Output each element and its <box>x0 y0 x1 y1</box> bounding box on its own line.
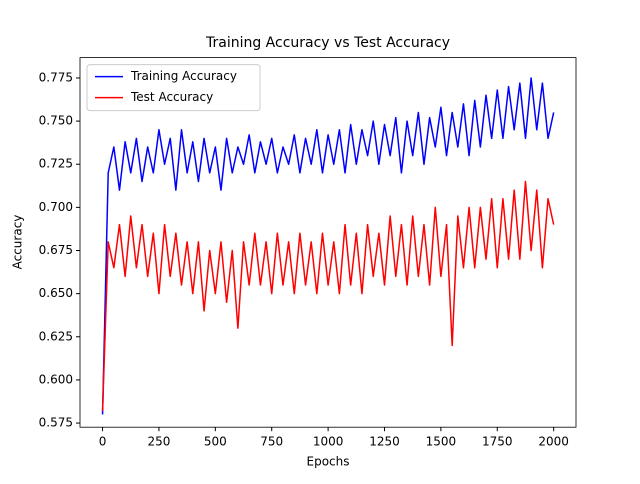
y-tick-label: 0.600 <box>39 372 73 386</box>
y-tick-label: 0.575 <box>39 416 73 430</box>
y-tick-label: 0.775 <box>39 70 73 84</box>
legend-label: Training Accuracy <box>130 69 237 83</box>
x-axis-label: Epochs <box>307 455 350 469</box>
y-tick-label: 0.700 <box>39 200 73 214</box>
data-line <box>101 180 555 412</box>
chart-title: Training Accuracy vs Test Accuracy <box>205 35 450 51</box>
x-tick-label: 0 <box>99 435 107 449</box>
x-tick-label: 1000 <box>313 435 344 449</box>
y-tick-label: 0.675 <box>39 243 73 257</box>
x-tick-label: 1250 <box>369 435 400 449</box>
legend-label: Test Accuracy <box>130 90 213 104</box>
x-tick-label: 750 <box>260 435 283 449</box>
legend-box <box>86 64 261 112</box>
x-tick-label: 1750 <box>482 435 513 449</box>
x-tick-label: 250 <box>147 435 170 449</box>
y-tick-label: 0.625 <box>39 329 73 343</box>
x-tick-label: 2000 <box>538 435 569 449</box>
data-line <box>101 77 555 415</box>
y-tick-label: 0.750 <box>39 114 73 128</box>
x-tick-label: 500 <box>204 435 227 449</box>
y-tick-label: 0.650 <box>39 286 73 300</box>
y-axis-label: Accuracy <box>11 215 25 270</box>
plot-frame <box>79 57 577 428</box>
y-tick-label: 0.725 <box>39 157 73 171</box>
x-tick-label: 1500 <box>426 435 457 449</box>
